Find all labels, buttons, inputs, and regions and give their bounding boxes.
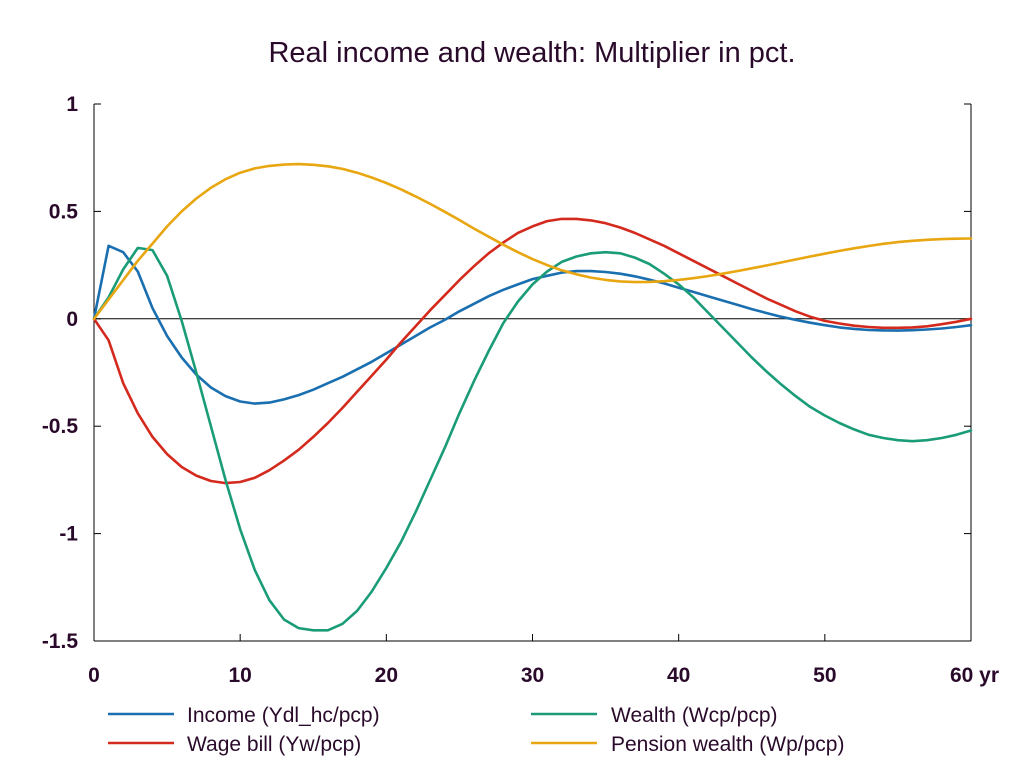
x-tick-label: 20 [375, 664, 398, 687]
legend: Income (Ydl_hc/pcp) Wage bill (Yw/pcp) Wea… [108, 704, 844, 756]
y-axis: 1 0.5 0 -0.5 -1 -1.5 [42, 93, 971, 653]
plot-frame [93, 104, 972, 642]
series-line-pension-wealth [92, 162, 973, 321]
x-tick-label: 0 [88, 664, 100, 687]
legend-label-wealth: Wealth (Wcp/pcp) [611, 704, 778, 727]
y-tick-label: 1 [66, 93, 78, 116]
legend-label-wage-bill: Wage bill (Yw/pcp) [187, 733, 361, 756]
legend-label-income: Income (Ydl_hc/pcp) [187, 704, 380, 727]
series-lines [92, 162, 973, 632]
y-tick-label: 0.5 [49, 200, 79, 223]
y-tick-label: -1.5 [42, 630, 79, 653]
x-tick-label: 50 [813, 664, 836, 687]
x-tick-label: 10 [228, 664, 251, 687]
legend-label-pension-wealth: Pension wealth (Wp/pcp) [611, 733, 844, 756]
series-line-income [92, 244, 973, 405]
y-tick-label: 0 [66, 308, 78, 331]
y-tick-label: -0.5 [42, 415, 79, 438]
x-tick-label: 30 [521, 664, 544, 687]
series-line-wealth [92, 246, 973, 632]
series-line-wage-bill [92, 217, 973, 485]
x-tick-label: 60 yr [950, 664, 999, 687]
y-tick-label: -1 [59, 523, 78, 546]
chart-title: Real income and wealth: Multiplier in pc… [268, 37, 795, 69]
x-tick-label: 40 [667, 664, 690, 687]
x-axis: 0 10 20 30 40 50 60 yr [88, 634, 999, 687]
